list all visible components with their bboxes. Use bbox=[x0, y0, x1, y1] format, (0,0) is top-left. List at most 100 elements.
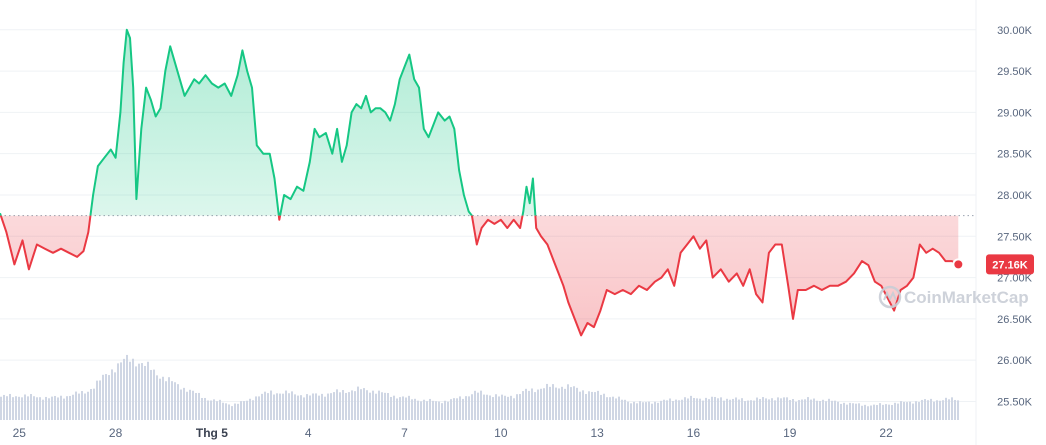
volume-bar bbox=[591, 391, 593, 420]
y-tick-label: 28.50K bbox=[997, 149, 1033, 161]
volume-bar bbox=[780, 398, 782, 420]
volume-bar bbox=[666, 400, 668, 420]
volume-bar bbox=[213, 399, 215, 420]
volume-bar bbox=[288, 393, 290, 420]
volume-bar bbox=[600, 394, 602, 420]
volume-bar bbox=[165, 381, 167, 420]
volume-bar bbox=[534, 392, 536, 420]
volume-bar bbox=[471, 394, 473, 420]
volume-bar bbox=[453, 398, 455, 420]
volume-bar bbox=[507, 396, 509, 420]
volume-bar bbox=[387, 393, 389, 420]
x-tick-label: Thg 5 bbox=[196, 426, 228, 440]
volume-bar bbox=[711, 396, 713, 420]
volume-bar bbox=[954, 399, 956, 420]
volume-bar bbox=[663, 399, 665, 420]
volume-bar bbox=[210, 400, 212, 420]
volume-bar bbox=[645, 402, 647, 420]
volume-bar bbox=[651, 403, 653, 420]
volume-bar bbox=[249, 398, 251, 420]
volume-bar bbox=[588, 391, 590, 420]
volume-bar bbox=[102, 374, 104, 420]
volume-bar bbox=[369, 392, 371, 420]
volume-bar bbox=[729, 399, 731, 420]
volume-bar bbox=[912, 403, 914, 420]
volume-bar bbox=[21, 397, 23, 420]
volume-bar bbox=[69, 395, 71, 420]
volume-bar bbox=[417, 400, 419, 420]
volume-bar bbox=[312, 393, 314, 420]
volume-bar bbox=[285, 390, 287, 420]
x-tick-label: 25 bbox=[13, 426, 27, 440]
volume-bar bbox=[957, 400, 959, 420]
volume-bar bbox=[675, 399, 677, 420]
volume-bar bbox=[810, 399, 812, 420]
volume-bar bbox=[771, 398, 773, 420]
volume-bar bbox=[177, 384, 179, 420]
volume-bar bbox=[432, 400, 434, 420]
volume-bar bbox=[738, 399, 740, 420]
volume-bar bbox=[513, 398, 515, 420]
volume-bar bbox=[897, 403, 899, 420]
price-area-below-baseline bbox=[0, 215, 959, 336]
volume-bar bbox=[945, 397, 947, 420]
volume-bar bbox=[714, 396, 716, 420]
volume-bar bbox=[429, 398, 431, 420]
volume-bar bbox=[108, 375, 110, 420]
volume-bar bbox=[345, 392, 347, 420]
volume-bar bbox=[870, 405, 872, 420]
volume-bar bbox=[282, 393, 284, 420]
volume-bar bbox=[129, 361, 131, 420]
volume-bar bbox=[261, 393, 263, 420]
volume-bar bbox=[78, 393, 80, 420]
volume-bar bbox=[522, 391, 524, 420]
volume-bar bbox=[315, 393, 317, 420]
volume-bar bbox=[672, 401, 674, 420]
volume-bar bbox=[447, 401, 449, 420]
volume-bar bbox=[6, 396, 8, 420]
volume-bar bbox=[942, 400, 944, 420]
volume-bar bbox=[735, 397, 737, 420]
volume-bar bbox=[804, 399, 806, 420]
price-line-above-baseline bbox=[0, 28, 537, 216]
volume-bar bbox=[822, 399, 824, 420]
x-tick-label: 7 bbox=[401, 426, 408, 440]
volume-bar bbox=[852, 403, 854, 420]
volume-bar bbox=[264, 391, 266, 420]
volume-bar bbox=[627, 401, 629, 420]
volume-bar bbox=[396, 398, 398, 420]
volume-bar bbox=[684, 397, 686, 420]
volume-bar bbox=[324, 396, 326, 420]
current-price-marker bbox=[952, 258, 965, 271]
current-price-tag[interactable]: 27.16K bbox=[986, 254, 1034, 275]
volume-bar bbox=[807, 397, 809, 420]
y-tick-label: 28.00K bbox=[997, 190, 1033, 202]
volume-bar bbox=[546, 383, 548, 420]
volume-bar bbox=[774, 400, 776, 420]
volume-bar bbox=[744, 401, 746, 420]
volume-bar bbox=[24, 394, 26, 420]
volume-bar bbox=[9, 393, 11, 420]
volume-bar bbox=[363, 388, 365, 420]
volume-bar bbox=[624, 399, 626, 420]
volume-bar bbox=[12, 397, 14, 420]
volume-bar bbox=[828, 398, 830, 420]
volume-bar bbox=[489, 395, 491, 420]
volume-bar bbox=[576, 387, 578, 420]
volume-bar bbox=[243, 401, 245, 420]
volume-bar bbox=[240, 401, 242, 420]
volume-bar bbox=[192, 390, 194, 420]
volume-bar bbox=[75, 391, 77, 420]
volume-bar bbox=[486, 394, 488, 420]
volume-bar bbox=[723, 400, 725, 420]
volume-bar bbox=[414, 398, 416, 420]
volume-bar bbox=[132, 358, 134, 420]
volume-bar bbox=[492, 397, 494, 420]
volume-bar bbox=[306, 394, 308, 420]
volume-bar bbox=[144, 365, 146, 420]
volume-bar bbox=[483, 394, 485, 420]
volume-bar bbox=[498, 396, 500, 420]
coinmarketcap-logo-icon bbox=[878, 285, 902, 309]
volume-bar bbox=[495, 394, 497, 420]
